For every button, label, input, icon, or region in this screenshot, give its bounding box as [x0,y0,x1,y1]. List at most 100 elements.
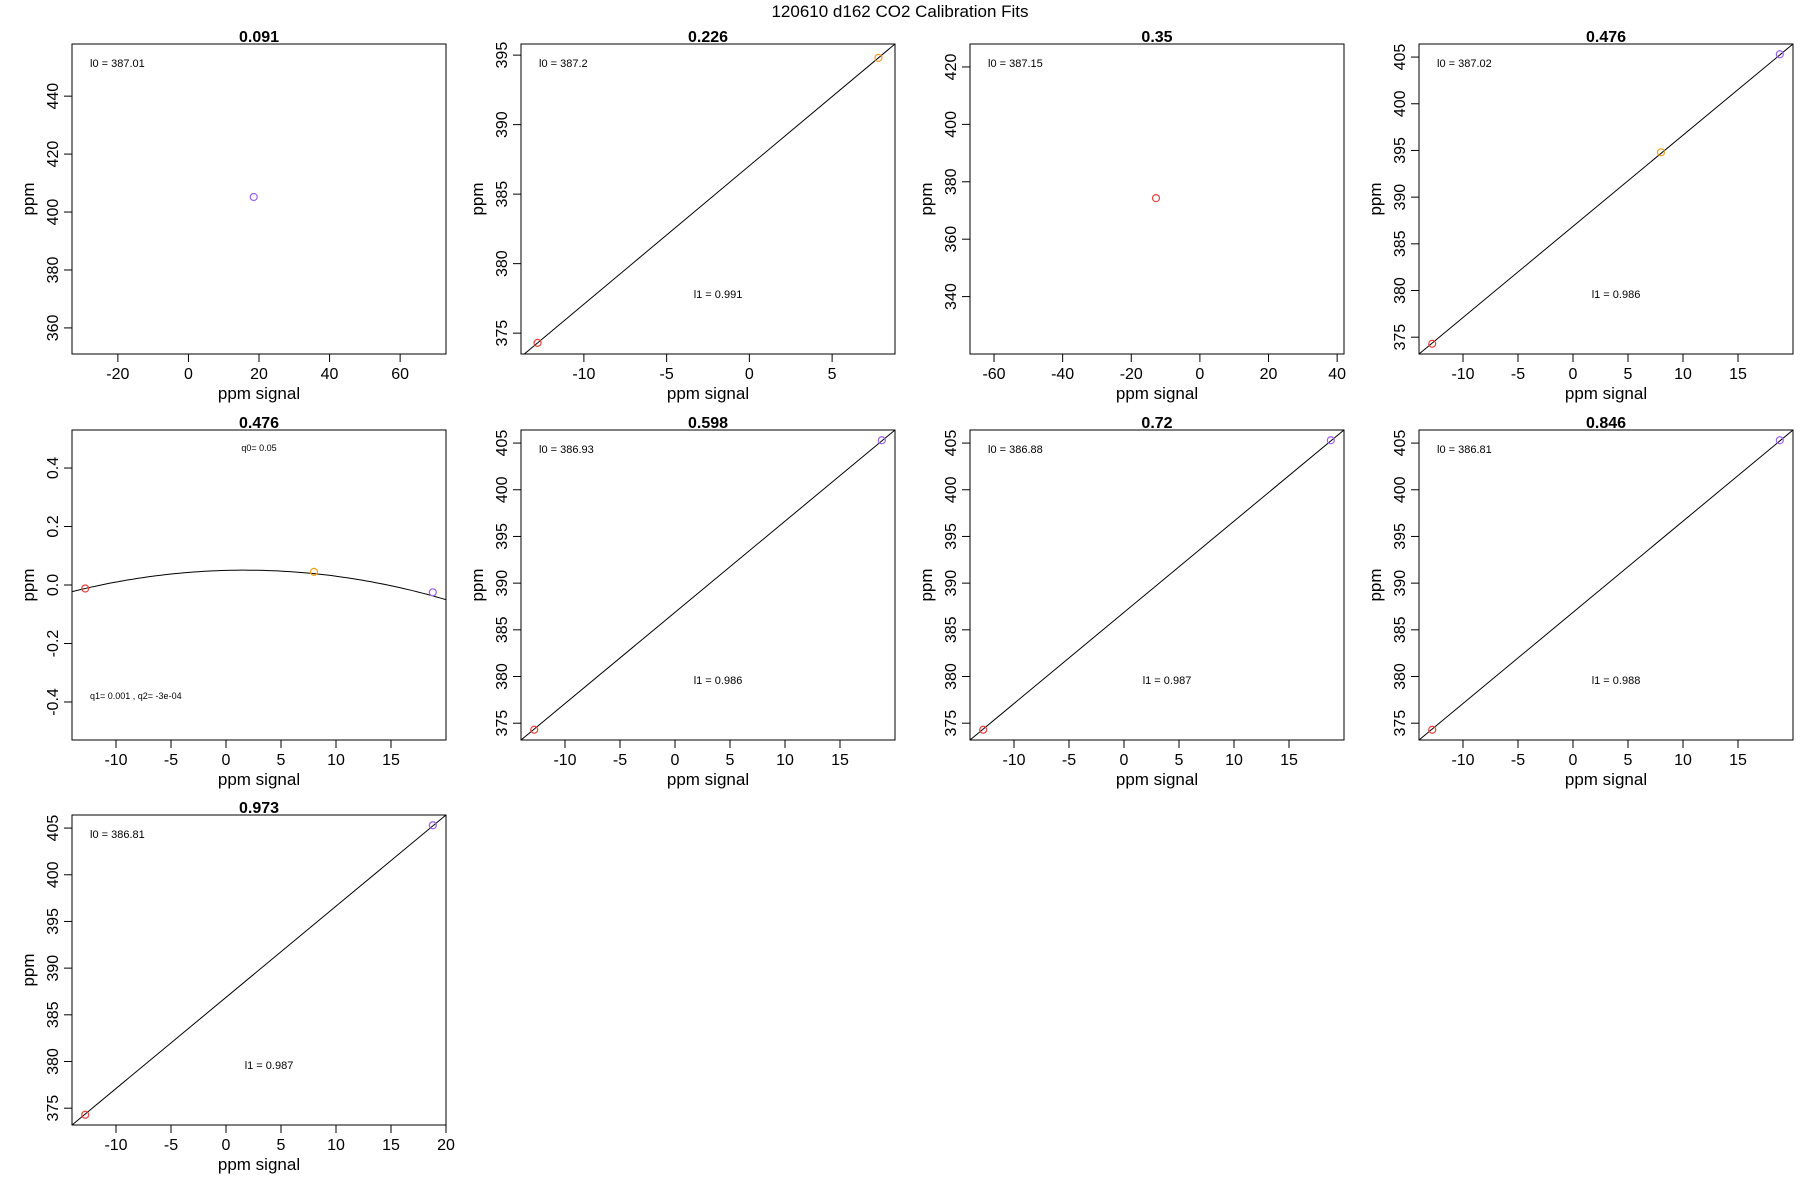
fit-annotation: l0 = 386.81 [90,829,145,841]
x-tick-label: 15 [831,752,849,769]
x-axis-label: ppm signal [667,770,749,789]
data-point [428,588,437,597]
y-tick-label: 340 [943,283,960,310]
fit-annotation: l0 = 387.02 [1437,58,1492,70]
y-tick-label: 405 [943,430,960,457]
y-axis-label: ppm [19,568,38,601]
chart-title: 0.35 [1141,29,1172,46]
fit-curve [72,569,446,601]
x-tick-label: -5 [1511,752,1525,769]
y-tick-label: 400 [943,476,960,503]
y-axis-label: ppm [19,953,38,986]
x-tick-label: 0 [745,366,754,383]
chart-title: 0.973 [239,800,279,817]
x-tick-label: 10 [776,752,794,769]
y-tick-label: 400 [45,199,62,226]
x-tick-label: 20 [250,366,268,383]
y-tick-label: 390 [494,111,511,138]
y-axis-label: ppm [468,182,487,215]
y-tick-label: 400 [1392,90,1409,117]
x-tick-label: 0 [1569,366,1578,383]
chart-panel: 0.226 -10 -5 0 5 375 380 385 390 395 ppm signal ppm… [468,29,896,403]
x-axis-label: ppm signal [218,384,300,403]
y-tick-label: 0.2 [45,515,62,537]
x-tick-label: 40 [1328,366,1346,383]
y-tick-label: 390 [494,570,511,597]
y-tick-label: 360 [45,314,62,341]
y-tick-label: 420 [45,141,62,168]
data-point [81,584,90,593]
y-tick-label: 440 [45,83,62,110]
data-point [1326,436,1335,445]
y-tick-label: 380 [943,168,960,195]
x-axis-label: ppm signal [1116,770,1198,789]
chart-panel: 0.72 -10 -5 0 5 10 15 375 380 385 390 395 400 405 ppm … [917,415,1345,789]
y-tick-label: 400 [45,861,62,888]
y-tick-label: 385 [45,1001,62,1028]
plot-frame [520,429,896,741]
y-tick-label: 360 [943,226,960,253]
y-tick-label: 395 [494,42,511,69]
fit-annotation: l0 = 387.15 [988,58,1043,70]
plot-frame [1418,43,1794,355]
x-tick-label: -5 [164,1137,178,1154]
x-tick-label: 0 [1569,752,1578,769]
y-tick-label: 0.0 [45,574,62,596]
y-tick-label: 385 [494,181,511,208]
x-tick-label: -10 [104,752,127,769]
plot-frame [969,429,1345,741]
fit-annotation: l0 = 386.81 [1437,444,1492,456]
y-tick-label: 385 [1392,616,1409,643]
x-tick-label: -10 [1451,366,1474,383]
y-tick-label: 380 [494,250,511,277]
y-tick-label: 390 [1392,570,1409,597]
x-tick-label: 0 [222,1137,231,1154]
x-tick-label: -60 [982,366,1005,383]
chart-panel: 0.598 -10 -5 0 5 10 15 375 380 385 390 395 400 405 ppm… [468,415,896,789]
x-tick-label: -10 [1451,752,1474,769]
chart-panel: 0.091 -20 0 20 40 60 360 380 400 420 440 ppm signal… [19,29,447,403]
y-tick-label: 385 [1392,230,1409,257]
x-axis-label: ppm signal [1565,770,1647,789]
fit-annotation: l1 = 0.986 [694,675,743,687]
chart-panel: 0.846 -10 -5 0 5 10 15 375 380 385 390 395 400 405 ppm… [1366,415,1794,789]
fit-annotation: q0= 0.05 [241,443,276,453]
x-tick-label: 15 [382,1137,400,1154]
x-axis-label: ppm signal [1565,384,1647,403]
x-axis-label: ppm signal [218,770,300,789]
x-tick-label: 5 [277,1137,286,1154]
page-title: 120610 d162 CO2 Calibration Fits [771,2,1029,21]
x-axis-label: ppm signal [667,384,749,403]
x-tick-label: 15 [1280,752,1298,769]
y-tick-label: 375 [1392,710,1409,737]
y-axis-label: ppm [1366,568,1385,601]
chart-title: 0.846 [1586,415,1626,432]
fit-annotation: l0 = 387.2 [539,58,588,70]
data-point [530,725,539,734]
chart-title: 0.598 [688,415,728,432]
data-point [81,1110,90,1119]
plot-frame [969,43,1345,355]
data-point [979,725,988,734]
y-tick-label: 400 [494,476,511,503]
y-tick-label: 405 [45,815,62,842]
y-tick-label: 390 [45,955,62,982]
y-axis-label: ppm [917,568,936,601]
y-tick-label: 380 [494,663,511,690]
data-point [1428,725,1437,734]
chart-panel: 0.476 -10 -5 0 5 10 15 375 380 385 390 395 400 405 ppm… [1366,29,1794,403]
y-tick-label: 380 [943,663,960,690]
x-tick-label: 40 [321,366,339,383]
fit-line [523,44,895,354]
x-tick-label: 5 [1624,366,1633,383]
y-tick-label: 375 [943,710,960,737]
fit-annotation: l1 = 0.988 [1592,675,1641,687]
x-tick-label: 5 [726,752,735,769]
x-tick-label: 5 [277,752,286,769]
x-tick-label: -40 [1051,366,1074,383]
x-tick-label: -5 [1511,366,1525,383]
chart-panel: 0.973 -10 -5 0 5 10 15 20 375 380 385 390 395 400 405 p… [19,800,455,1174]
fit-annotation: l1 = 0.987 [1143,675,1192,687]
y-tick-label: 380 [1392,277,1409,304]
y-tick-label: -0.4 [45,688,62,716]
